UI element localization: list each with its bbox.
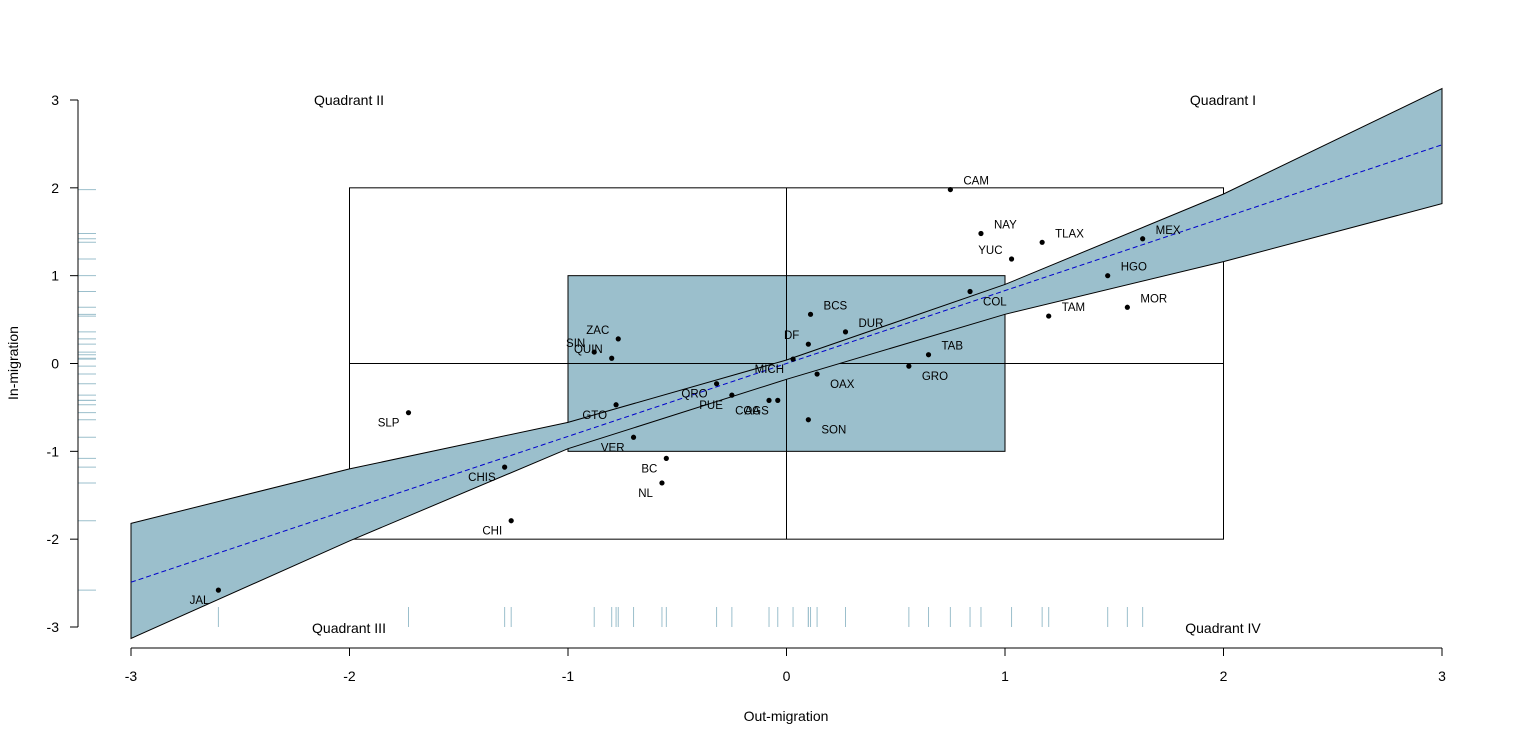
point-nl [659,480,665,486]
quadrant-label-ii: Quadrant II [314,92,384,108]
point-label-bc: BC [641,463,657,475]
point-label-tam: TAM [1062,302,1085,314]
confidence-band-layer [130,87,1443,640]
point-quin [609,355,615,361]
quadrant-label-iv: Quadrant IV [1185,620,1261,636]
x-axis-title: Out-migration [744,708,829,724]
point-label-sin: SIN [566,338,585,350]
x-tick-label: -1 [562,668,575,684]
y-tick-label: 1 [51,268,59,284]
point-tlax [1039,239,1045,245]
rug-layer [78,189,1144,627]
quadrant-label-i: Quadrant I [1190,92,1256,108]
point-label-nay: NAY [994,220,1017,232]
point-label-jal: JAL [190,595,210,607]
point-dur [842,329,849,335]
point-nay [978,230,984,237]
point-label-son: SON [821,425,846,437]
point-label-yuc: YUC [978,245,1002,257]
y-tick-label: -1 [47,443,60,459]
point-label-mor: MOR [1140,293,1167,305]
point-label-tab: TAB [942,341,964,353]
point-label-qro: QRO [681,389,707,401]
point-label-coa: COA [735,405,760,417]
point-chis [502,464,508,470]
point-label-oax: OAX [830,379,855,391]
point-zac [615,336,621,342]
point-bcs [807,311,814,317]
point-tab [925,352,932,358]
point-label-mich: MICH [755,364,784,376]
point-tam [1046,313,1052,319]
point-label-bcs: BCS [824,300,848,312]
point-yuc [1008,256,1015,262]
y-tick-label: 0 [51,356,59,372]
x-tick-label: 0 [783,668,791,684]
point-oax [814,371,820,377]
x-tick-label: -3 [125,668,138,684]
point-pue [729,392,735,398]
point-sin [591,349,597,355]
point-son [805,417,811,423]
point-label-nl: NL [638,488,653,500]
point-chi [508,518,514,524]
point-label-slp: SLP [378,418,400,430]
point-label-gro: GRO [922,371,948,383]
point-col [967,288,973,295]
y-tick-label: -3 [47,619,60,635]
x-tick-label: 3 [1438,668,1446,684]
point-gro [906,363,912,369]
point-slp [405,410,412,416]
x-tick-label: 1 [1001,668,1009,684]
point-label-chis: CHIS [468,472,496,484]
y-tick-label: -2 [47,531,60,547]
x-tick-label: -2 [343,668,356,684]
y-axis-title: In-migration [5,326,21,400]
point-label-tlax: TLAX [1055,228,1084,240]
point-label-pue: PUE [699,400,723,412]
point-label-chi: CHI [482,526,502,538]
point-label-ags: AGS [744,405,769,417]
point-label-mex: MEX [1156,225,1181,237]
point-df [805,341,811,347]
trend-line [130,144,1443,583]
point-bc [663,455,669,461]
point-cam [947,186,953,193]
point-label-cam: CAM [963,176,989,188]
point-label-zac: ZAC [586,325,609,337]
point-qro [713,381,720,387]
point-ver [630,434,637,440]
point-coa [766,397,772,403]
y-tick-label: 2 [51,180,59,196]
point-label-gto: GTO [582,410,607,422]
point-mich [790,356,796,362]
point-label-col: COL [983,296,1007,308]
y-tick-label: 3 [51,92,59,108]
point-label-df: DF [784,330,799,342]
point-label-quin: QUIN [574,344,603,356]
x-tick-label: 2 [1220,668,1228,684]
point-label-hgo: HGO [1121,262,1147,274]
point-jal [215,587,221,593]
point-gto [613,402,619,408]
quadrant-label-iii: Quadrant III [312,620,386,636]
point-mor [1124,304,1130,310]
point-ags [775,397,781,403]
point-label-ver: VER [601,442,625,454]
points-layer: CAM NAY TLAX YUC MEX HGO COL MOR TAM BCS DUR DF MICH… [190,176,1181,608]
axes-layer: -3 -2 -1 0 1 2 3 -3 -2 -1 0 1 2 3 [47,92,1447,684]
point-mex [1140,236,1146,242]
point-label-dur: DUR [858,318,883,330]
point-hgo [1105,273,1111,279]
